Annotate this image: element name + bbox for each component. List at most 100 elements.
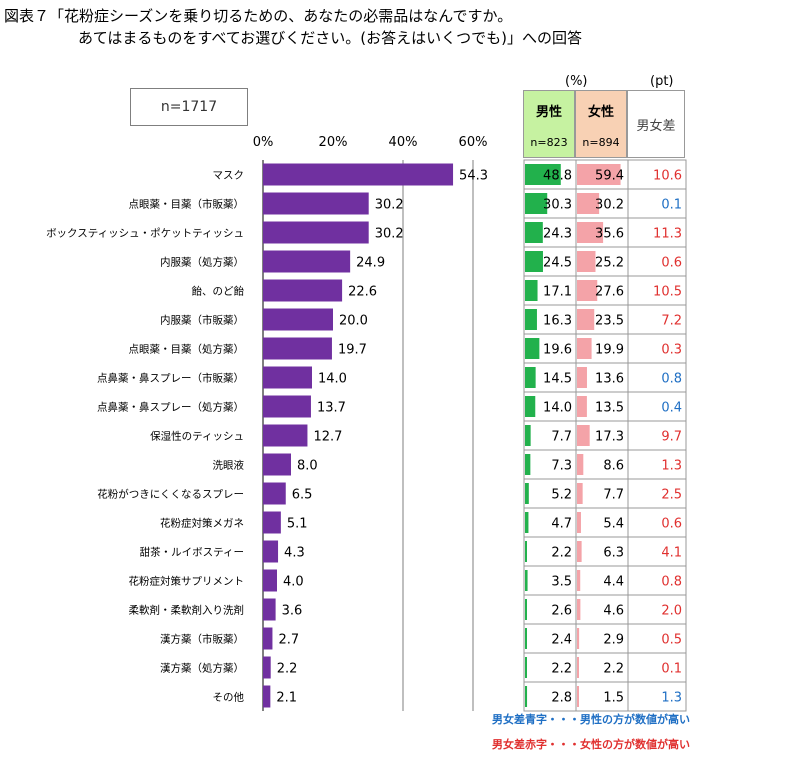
- category-label-16: 漢方薬（市販薬）: [160, 633, 244, 646]
- bar-2: [263, 221, 369, 244]
- diff-value-5: 7.2: [661, 314, 682, 329]
- diff-value-17: 0.1: [661, 662, 682, 677]
- female-value-7: 13.6: [595, 372, 624, 387]
- male-bar-14: [525, 570, 528, 591]
- diff-cell-5: [627, 304, 687, 335]
- female-value-11: 7.7: [603, 488, 624, 503]
- x-tick-label-3: 60%: [459, 135, 488, 150]
- diff-value-4: 10.5: [653, 285, 682, 300]
- male-bar-10: [525, 454, 531, 475]
- category-label-11: 花粉がつきにくくなるスプレー: [97, 488, 244, 501]
- female-bar-18: [577, 686, 579, 707]
- male-value-18: 2.8: [551, 691, 572, 706]
- category-label-7: 点鼻薬・鼻スプレー（市販薬）: [97, 372, 244, 385]
- category-label-2: ボックスティッシュ・ポケットティッシュ: [46, 228, 244, 240]
- bar-value-label-5: 20.0: [339, 314, 368, 329]
- male-bar-6: [525, 338, 540, 359]
- category-label-9: 保湿性のティッシュ: [150, 430, 244, 443]
- diff-cell-15: [627, 594, 687, 625]
- male-value-10: 7.3: [551, 459, 572, 474]
- female-value-14: 4.4: [603, 575, 624, 590]
- bar-11: [263, 482, 286, 505]
- female-value-8: 13.5: [595, 401, 624, 416]
- female-bar-15: [577, 599, 581, 620]
- diff-value-6: 0.3: [661, 343, 682, 358]
- female-value-13: 6.3: [603, 546, 624, 561]
- bar-value-label-3: 24.9: [356, 256, 385, 271]
- category-label-13: 甜茶・ルイボスティー: [140, 546, 244, 559]
- bar-7: [263, 366, 312, 389]
- female-bar-12: [577, 512, 581, 533]
- point-unit-label: (pt): [650, 74, 674, 89]
- male-bar-8: [525, 396, 536, 417]
- female-value-17: 2.2: [603, 662, 624, 677]
- male-bar-9: [525, 425, 531, 446]
- bar-0: [263, 163, 454, 186]
- diff-cell-17: [627, 652, 687, 683]
- male-bar-16: [525, 628, 527, 649]
- category-label-18: その他: [213, 691, 245, 704]
- female-value-3: 25.2: [595, 256, 624, 271]
- male-bar-11: [525, 483, 529, 504]
- male-value-2: 24.3: [543, 227, 572, 242]
- male-value-0: 48.8: [543, 169, 572, 184]
- diff-cell-12: [627, 507, 687, 538]
- male-value-6: 19.6: [543, 343, 572, 358]
- female-sample-size: n=894: [582, 136, 620, 149]
- diff-value-12: 0.6: [661, 517, 682, 532]
- bar-8: [263, 395, 311, 418]
- chart-title-line1: 図表７「花粉症シーズンを乗り切るための、あなたの必需品はなんですか。: [4, 7, 513, 25]
- diff-value-8: 0.4: [661, 401, 682, 416]
- male-sample-size: n=823: [530, 136, 568, 149]
- male-value-15: 2.6: [551, 604, 572, 619]
- female-column-header: 女性 n=894: [575, 90, 627, 158]
- male-bar-13: [525, 541, 527, 562]
- male-value-14: 3.5: [551, 575, 572, 590]
- male-cell-15: [523, 594, 577, 625]
- diff-cell-10: [627, 449, 687, 480]
- category-label-17: 漢方薬（処方薬）: [160, 662, 244, 675]
- bar-value-label-9: 12.7: [313, 430, 342, 445]
- female-value-16: 2.9: [603, 633, 624, 648]
- bar-value-label-18: 2.1: [276, 691, 297, 706]
- diff-cell-14: [627, 565, 687, 596]
- diff-value-0: 10.6: [653, 169, 682, 184]
- diff-cell-0: [627, 159, 687, 190]
- female-bar-11: [577, 483, 583, 504]
- category-label-1: 点眼薬・目薬（市販薬）: [129, 198, 245, 211]
- male-value-9: 7.7: [551, 430, 572, 445]
- diff-value-16: 0.5: [661, 633, 682, 648]
- male-value-4: 17.1: [543, 285, 572, 300]
- female-value-5: 23.5: [595, 314, 624, 329]
- male-cell-11: [523, 478, 577, 509]
- percent-unit-label: (%): [565, 74, 588, 89]
- diff-value-18: 1.3: [661, 691, 682, 706]
- female-value-18: 1.5: [603, 691, 624, 706]
- male-bar-4: [525, 280, 538, 301]
- male-bar-17: [525, 657, 527, 678]
- female-value-12: 5.4: [603, 517, 624, 532]
- female-bar-5: [577, 309, 595, 330]
- sample-size-box: n=1717: [130, 88, 248, 126]
- diff-value-3: 0.6: [661, 256, 682, 271]
- x-tick-label-0: 0%: [253, 135, 274, 150]
- category-label-3: 内服薬（処方薬）: [160, 256, 244, 269]
- gender-diff-header-label: 男女差: [636, 119, 676, 134]
- category-label-10: 洗眼液: [213, 459, 245, 472]
- category-label-5: 内服薬（市販薬）: [160, 314, 244, 327]
- female-bar-6: [577, 338, 592, 359]
- female-value-0: 59.4: [595, 169, 624, 184]
- male-header-label: 男性: [535, 105, 562, 120]
- female-value-10: 8.6: [603, 459, 624, 474]
- diff-cell-6: [627, 333, 687, 364]
- diff-value-7: 0.8: [661, 372, 682, 387]
- female-bar-2: [577, 222, 604, 243]
- gender-diff-column-header: 男女差: [627, 90, 685, 158]
- bar-6: [263, 337, 332, 360]
- bar-3: [263, 250, 351, 273]
- female-bar-7: [577, 367, 587, 388]
- diff-value-9: 9.7: [661, 430, 682, 445]
- bar-14: [263, 569, 277, 592]
- category-label-0: マスク: [213, 170, 245, 182]
